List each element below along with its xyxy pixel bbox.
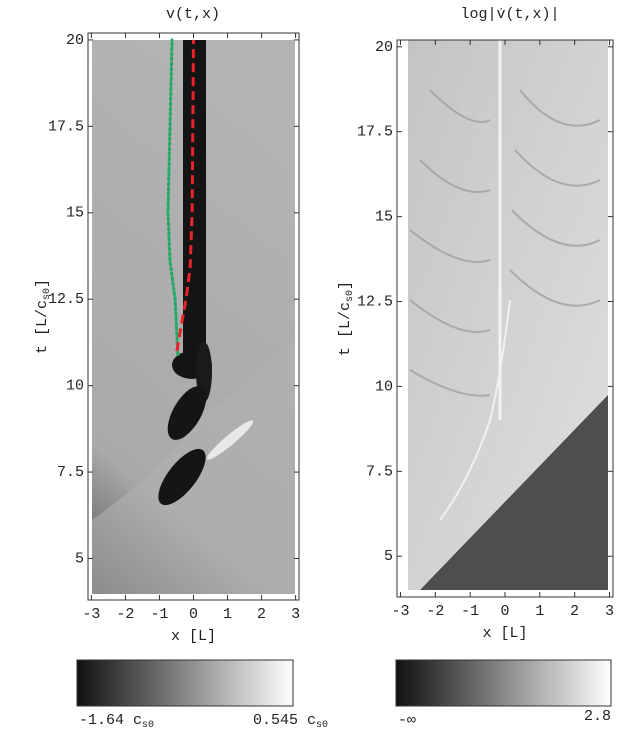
- x-tick-label: 2: [257, 606, 266, 623]
- y-axis-label-part: t [L/c: [337, 302, 354, 356]
- y-axis-label: t [L/cs0]: [337, 281, 356, 356]
- x-tick-label: 2: [570, 603, 579, 620]
- colorbar-label-sub: s0: [142, 720, 154, 731]
- colorbar: [76, 659, 294, 707]
- y-tick-label: 12.5: [48, 291, 84, 308]
- y-axis-label-part: s0: [345, 290, 356, 302]
- x-tick-label: -1: [461, 603, 479, 620]
- colorbar-label-text: -1.64 c: [79, 712, 142, 729]
- y-tick-label: 15: [375, 209, 393, 226]
- y-tick-label: 10: [66, 378, 84, 395]
- colorbar-label: 2.8: [584, 708, 611, 725]
- x-tick-label: -2: [116, 606, 134, 623]
- y-tick-label: 17.5: [48, 118, 84, 135]
- x-tick-label: -3: [82, 606, 100, 623]
- x-tick-label: -1: [150, 606, 168, 623]
- y-axis-label-part: s0: [42, 288, 53, 300]
- y-tick-label: 15: [66, 205, 84, 222]
- y-tick-label: 5: [75, 550, 84, 567]
- x-tick-label: 1: [535, 603, 544, 620]
- colorbar-label-text: 2.8: [584, 708, 611, 725]
- y-tick-label: 5: [384, 548, 393, 565]
- density-image: [408, 40, 608, 590]
- curve: [175, 39, 195, 352]
- chart-title: v(t,x): [166, 6, 220, 23]
- y-tick-label: 12.5: [357, 293, 393, 310]
- y-tick-label: 7.5: [366, 463, 393, 480]
- y-tick-label: 20: [66, 32, 84, 49]
- y-axis-label: t [L/cs0]: [34, 279, 53, 354]
- density-image: [92, 40, 295, 594]
- x-tick-label: -3: [391, 603, 409, 620]
- y-tick-label: 7.5: [57, 464, 84, 481]
- x-tick-label: 3: [605, 603, 614, 620]
- x-tick-label: 0: [500, 603, 509, 620]
- colorbar-label-text: -∞: [398, 712, 416, 729]
- x-tick-label: 1: [223, 606, 232, 623]
- y-axis-label-part: ]: [34, 279, 51, 288]
- x-tick-label: 3: [291, 606, 300, 623]
- chart-title: log|v̇(t,x)|: [460, 6, 559, 23]
- colorbar-label: 0.545 cs0: [253, 712, 328, 731]
- x-axis-label: x [L]: [171, 628, 216, 645]
- y-tick-label: 10: [375, 378, 393, 395]
- colorbar-label-text: 0.545 c: [253, 712, 316, 729]
- curve: [166, 38, 180, 357]
- colorbar: [395, 659, 612, 707]
- x-axis-label: x [L]: [482, 625, 527, 642]
- x-tick-label: -2: [426, 603, 444, 620]
- colorbar-label: -1.64 cs0: [79, 712, 154, 731]
- y-axis-label-part: t [L/c: [34, 300, 51, 354]
- colorbar-label: -∞: [398, 712, 416, 729]
- colorbar-label-sub: s0: [316, 720, 328, 731]
- y-tick-label: 17.5: [357, 124, 393, 141]
- y-tick-label: 20: [375, 39, 393, 56]
- x-tick-label: 0: [189, 606, 198, 623]
- y-axis-label-part: ]: [337, 281, 354, 290]
